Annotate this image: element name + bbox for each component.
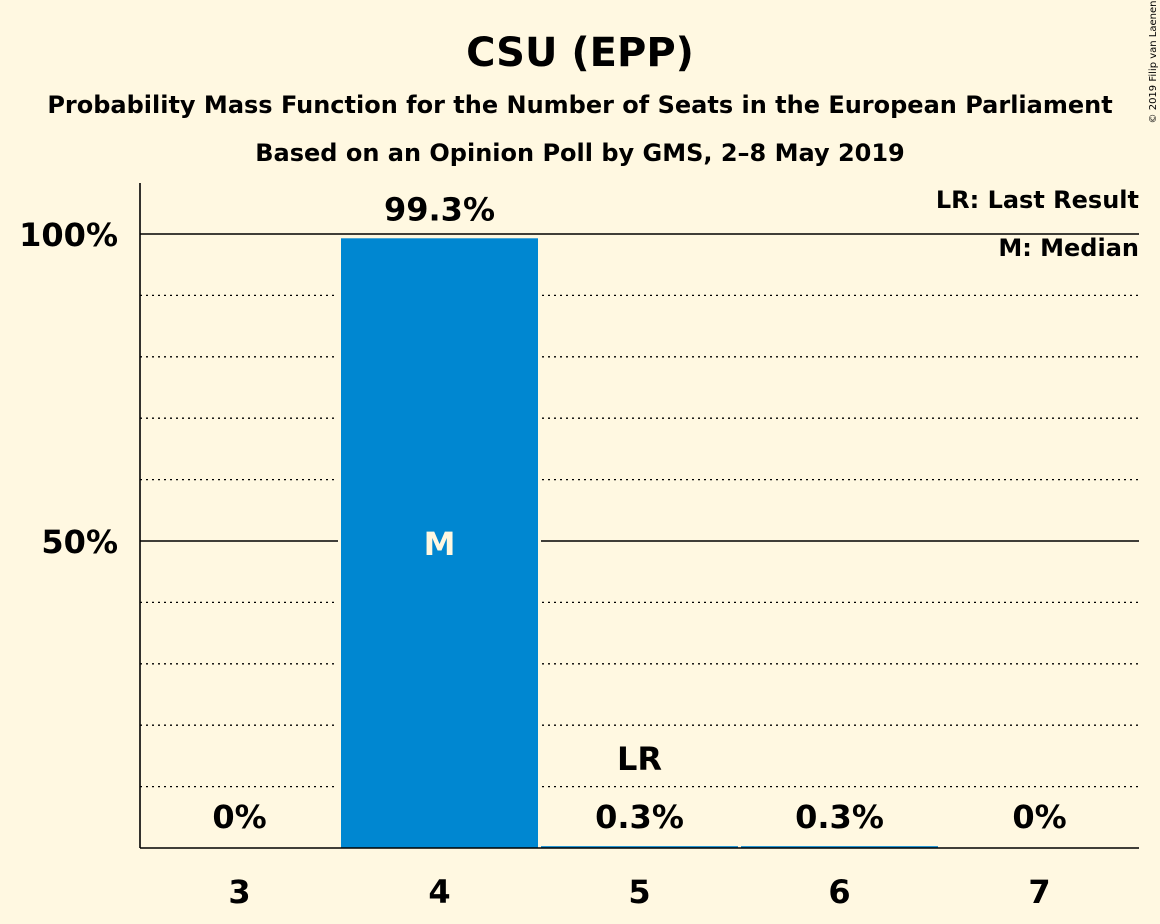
legend-median: M: Median bbox=[998, 234, 1139, 262]
bar-value-label: 0.3% bbox=[795, 798, 884, 836]
y-tick-label: 50% bbox=[41, 523, 118, 561]
chart-subtitle: Probability Mass Function for the Number… bbox=[47, 91, 1112, 119]
bar-value-label: 99.3% bbox=[384, 190, 495, 228]
plot-area: 50% 100% 0% 3 99.3% 4 M 0.3% 5 LR 0.3% 6 0% 7 bbox=[19, 183, 1139, 911]
median-marker: M bbox=[424, 525, 456, 563]
bar-value-label: 0% bbox=[1012, 798, 1066, 836]
x-tick-label: 7 bbox=[1028, 873, 1050, 911]
x-tick-label: 5 bbox=[628, 873, 650, 911]
x-tick-label: 6 bbox=[828, 873, 850, 911]
chart-title: CSU (EPP) bbox=[466, 30, 694, 76]
bar-value-label: 0% bbox=[212, 798, 266, 836]
x-tick-label: 4 bbox=[428, 873, 450, 911]
y-tick-label: 100% bbox=[19, 216, 118, 254]
bar-value-label: 0.3% bbox=[595, 798, 684, 836]
x-tick-label: 3 bbox=[228, 873, 250, 911]
copyright-note: © 2019 Filip van Laenen bbox=[1148, 1, 1159, 124]
last-result-marker: LR bbox=[617, 740, 662, 778]
legend-last-result: LR: Last Result bbox=[936, 186, 1139, 214]
chart-subtitle-source: Based on an Opinion Poll by GMS, 2–8 May… bbox=[255, 139, 905, 167]
